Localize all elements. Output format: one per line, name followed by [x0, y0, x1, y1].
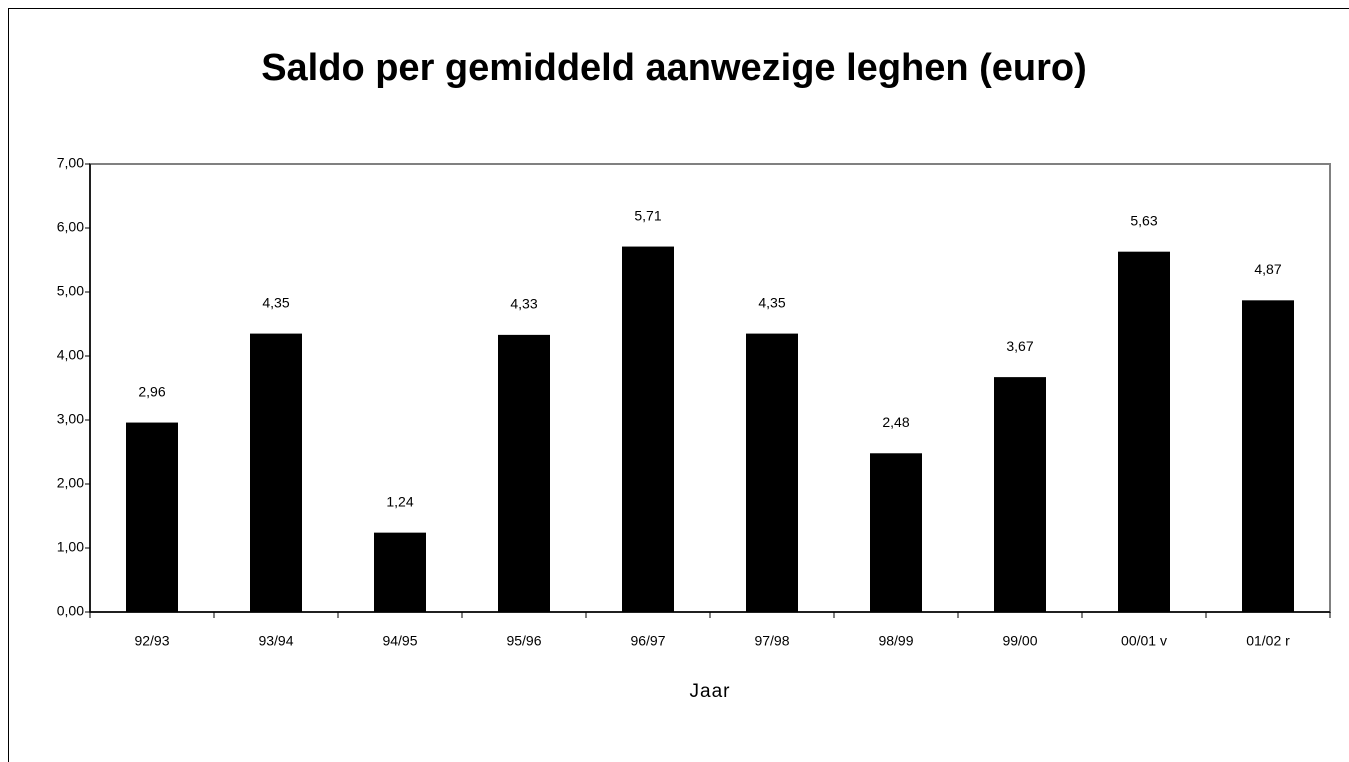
x-tick-label: 95/96 — [506, 633, 541, 649]
value-label: 4,33 — [510, 296, 537, 312]
value-label: 1,24 — [386, 493, 413, 509]
x-tick-label: 96/97 — [630, 633, 665, 649]
y-tick-label: 4,00 — [57, 347, 84, 363]
y-tick-label: 6,00 — [57, 219, 84, 235]
x-tick-label: 94/95 — [382, 633, 417, 649]
x-tick-label: 97/98 — [754, 633, 789, 649]
x-axis-title: Jaar — [690, 681, 731, 702]
x-tick-label: 93/94 — [258, 633, 293, 649]
y-tick-label: 1,00 — [57, 539, 84, 555]
x-tick-label: 98/99 — [878, 633, 913, 649]
bar — [746, 333, 798, 612]
x-tick-label: 00/01 v — [1121, 633, 1167, 649]
bar — [870, 453, 922, 612]
value-label: 2,48 — [882, 414, 909, 430]
y-tick-label: 7,00 — [57, 155, 84, 171]
value-label: 5,63 — [1130, 212, 1157, 228]
value-label: 4,35 — [262, 294, 289, 310]
chart-frame — [8, 8, 1349, 762]
bar — [374, 532, 426, 612]
bar — [622, 246, 674, 612]
y-tick-label: 5,00 — [57, 283, 84, 299]
x-tick-label: 92/93 — [134, 633, 169, 649]
bar — [250, 333, 302, 612]
bar — [994, 377, 1046, 612]
value-label: 2,96 — [138, 383, 165, 399]
x-tick-label: 01/02 r — [1246, 633, 1290, 649]
value-label: 5,71 — [634, 207, 661, 223]
y-tick-label: 2,00 — [57, 475, 84, 491]
chart-title: Saldo per gemiddeld aanwezige leghen (eu… — [261, 47, 1087, 89]
x-tick-label: 99/00 — [1002, 633, 1037, 649]
value-label: 4,87 — [1254, 261, 1281, 277]
value-label: 3,67 — [1006, 338, 1033, 354]
y-tick-label: 0,00 — [57, 603, 84, 619]
value-label: 4,35 — [758, 294, 785, 310]
y-tick-label: 3,00 — [57, 411, 84, 427]
bar — [498, 334, 550, 612]
bar — [1118, 251, 1170, 612]
bar — [1242, 300, 1294, 612]
bar — [126, 422, 178, 612]
